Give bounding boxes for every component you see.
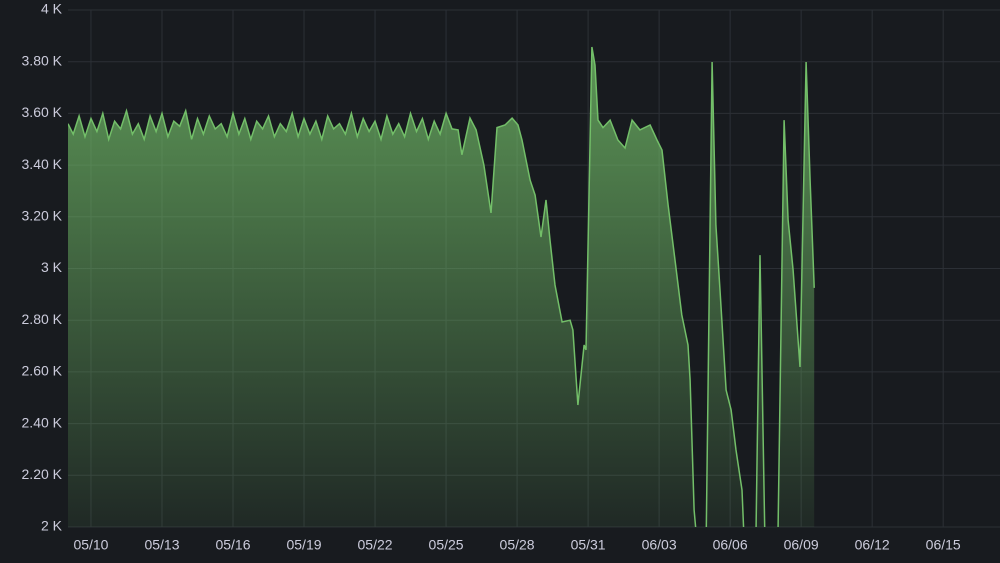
y-tick-label: 3.80 K — [22, 52, 63, 68]
area-fill — [68, 47, 815, 527]
line — [68, 46, 815, 527]
x-tick-label: 05/22 — [358, 537, 393, 553]
x-tick-label: 06/06 — [713, 537, 748, 553]
x-tick-label: 06/03 — [642, 537, 677, 553]
y-tick-label: 3.60 K — [22, 104, 63, 120]
x-tick-label: 05/13 — [144, 537, 179, 553]
y-tick-label: 4 K — [41, 1, 63, 17]
x-tick-label: 05/28 — [500, 537, 535, 553]
x-tick-label: 05/16 — [215, 537, 250, 553]
y-tick-label: 2 K — [41, 518, 63, 534]
x-tick-label: 06/12 — [855, 537, 890, 553]
y-tick-label: 2.80 K — [22, 311, 63, 327]
x-tick-label: 06/15 — [926, 537, 961, 553]
y-tick-label: 3.20 K — [22, 208, 63, 224]
x-tick-label: 05/19 — [286, 537, 321, 553]
x-tick-label: 05/31 — [571, 537, 606, 553]
y-tick-label: 2.60 K — [22, 363, 63, 379]
x-tick-label: 05/10 — [73, 537, 108, 553]
x-tick-label: 06/09 — [784, 537, 819, 553]
y-tick-label: 3.40 K — [22, 156, 63, 172]
y-tick-label: 2.20 K — [22, 466, 63, 482]
y-tick-label: 2.40 K — [22, 414, 63, 430]
x-tick-label: 05/25 — [429, 537, 464, 553]
y-tick-label: 3 K — [41, 259, 63, 275]
